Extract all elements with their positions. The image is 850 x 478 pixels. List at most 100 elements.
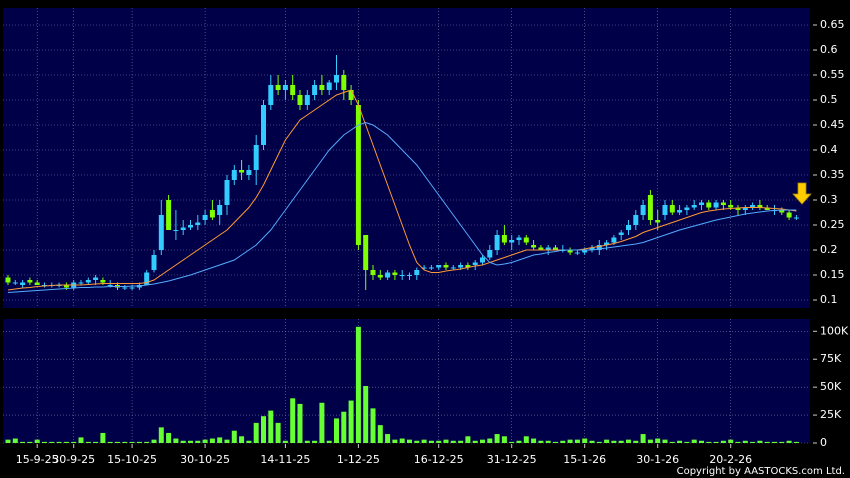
moving-average-line [7, 89, 797, 291]
candle-body [421, 267, 427, 269]
candle-body [93, 277, 99, 280]
volume-bar [450, 440, 456, 443]
volume-bar [604, 439, 610, 443]
candle-body [275, 85, 281, 90]
volume-bar [742, 440, 748, 443]
volume-bar [261, 416, 266, 443]
x-tick-label: 31-12-25 [487, 453, 537, 466]
candle-body [662, 205, 668, 215]
candle-body [253, 145, 259, 170]
candle-body [363, 235, 369, 270]
x-tick-label: 30-1-26 [636, 453, 679, 466]
x-tick-label: 15-10-25 [107, 453, 157, 466]
volume-bar [618, 440, 624, 443]
volume-bar [553, 441, 558, 443]
arrow-marker [792, 182, 812, 205]
volume-bar [122, 441, 128, 443]
x-tick-label: 20-2-26 [709, 453, 752, 466]
candle-body [202, 215, 208, 220]
x-tick-label: 30-10-25 [180, 453, 230, 466]
volume-bar [363, 386, 369, 443]
candle-body [757, 205, 763, 208]
candle-body [720, 202, 726, 205]
y-tick-label: 0.3 [820, 193, 838, 206]
candle-body [341, 75, 347, 90]
volume-bar [567, 439, 573, 443]
candle-body [706, 202, 712, 208]
volume-bar [494, 434, 500, 443]
candle-body [107, 285, 113, 286]
candle-body [786, 212, 792, 218]
volume-bar [195, 440, 201, 443]
candle-body [655, 220, 661, 223]
candle-body [392, 272, 398, 275]
volume-bar [239, 436, 245, 443]
volume-bar [253, 422, 259, 443]
volume-bar [779, 441, 785, 443]
volume-bar [49, 441, 55, 443]
y-tick-label: 75K [820, 352, 842, 365]
candle-body [268, 85, 274, 105]
volume-bar [472, 440, 478, 443]
price-panel [3, 8, 810, 308]
volume-bar [129, 441, 135, 443]
candle-body [531, 245, 537, 248]
candle-body [5, 277, 11, 283]
candle-body [20, 282, 26, 285]
volume-bar [706, 441, 712, 443]
candle-body [355, 105, 361, 245]
volume-bar [699, 440, 704, 443]
volume-bar [443, 439, 449, 443]
candle-body [144, 272, 150, 285]
volume-bar [633, 440, 639, 443]
candle-body [494, 235, 500, 250]
y-tick-label: 0.2 [820, 243, 838, 256]
y-tick-label: 0.35 [820, 168, 845, 181]
volume-bar [107, 441, 113, 443]
volume-bar [166, 432, 172, 443]
volume-bar [757, 440, 763, 443]
volume-bar [662, 439, 668, 443]
moving-average-line [7, 121, 797, 293]
candle-body [129, 287, 135, 289]
candle-body [699, 202, 704, 205]
candle-body [246, 170, 252, 175]
candle-body [589, 247, 595, 250]
candle-body [370, 270, 376, 275]
volume-bar [173, 438, 179, 443]
candle-body [545, 247, 551, 250]
candle-body [567, 250, 573, 253]
candle-body [151, 255, 157, 270]
volume-bar [78, 437, 84, 443]
candle-body [85, 280, 91, 283]
volume-bar [290, 398, 296, 443]
candle-body [239, 170, 245, 173]
volume-bar [720, 440, 726, 443]
candle-body [487, 250, 493, 258]
candle-body [180, 227, 186, 230]
y-tick-label: 0.65 [820, 18, 845, 31]
volume-bar [34, 439, 40, 443]
volume-bar [764, 441, 770, 443]
candle-body [669, 205, 675, 213]
candle-body [348, 90, 354, 100]
volume-bar [728, 439, 734, 443]
y-tick-label: 0.1 [820, 293, 838, 306]
volume-bar [209, 438, 215, 443]
volume-bar [574, 439, 580, 443]
candle-body [414, 270, 420, 275]
candle-body [377, 275, 383, 278]
candle-body [611, 237, 617, 243]
volume-bar [202, 439, 208, 443]
y-tick-label: 25K [820, 408, 842, 421]
candle-body [428, 267, 434, 269]
volume-bar [655, 438, 661, 443]
volume-bar [793, 441, 799, 443]
volume-bar [56, 441, 62, 443]
candle-body [472, 262, 478, 265]
candle-body [538, 247, 544, 250]
candle-body [691, 205, 697, 208]
y-tick-label: 0 [820, 436, 827, 449]
